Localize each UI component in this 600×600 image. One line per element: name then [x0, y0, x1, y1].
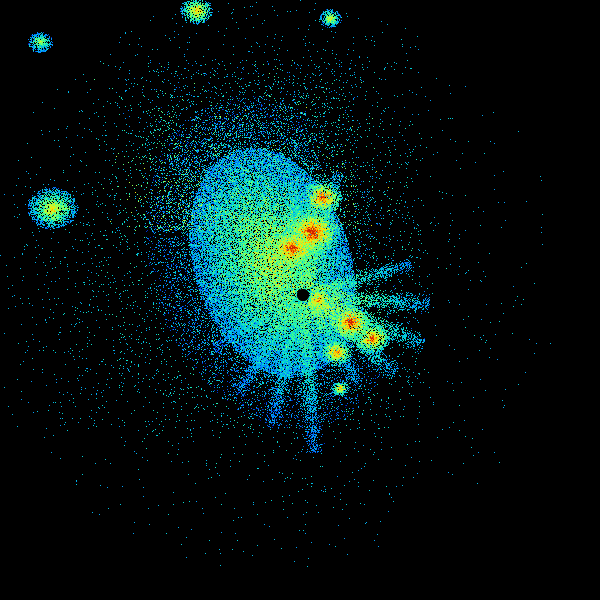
visualization-stage: jet [0, 0, 600, 600]
scatter-density-canvas [0, 0, 600, 600]
